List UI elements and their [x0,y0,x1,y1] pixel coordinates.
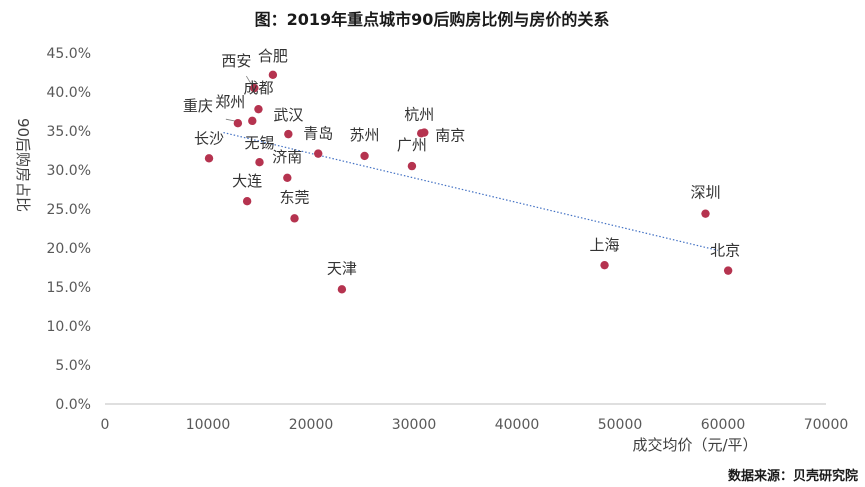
data-point [290,214,299,223]
x-tick-label: 50000 [598,417,643,433]
data-point [600,260,609,270]
y-axis-ticks: 0.0% 5.0% 10.0% 15.0% 20.0% 25.0% 30.0% 35.0% 40… [47,46,91,413]
data-point [420,128,429,137]
data-point [255,158,264,167]
y-tick-label: 35.0% [47,124,91,140]
x-tick-label: 10000 [186,417,231,433]
x-axis-ticks: 0 10000 20000 30000 40000 50000 60000 70000 [101,417,849,433]
data-label: 成都 [243,79,273,97]
data-point [233,119,243,128]
data-points [204,70,733,294]
x-tick-label: 20000 [289,417,334,433]
y-axis-label: 90后购房占比 [14,118,32,212]
y-tick-label: 45.0% [47,46,91,62]
data-point [268,70,278,80]
x-tick-label: 0 [101,417,110,433]
data-point [337,285,347,294]
data-point [284,129,293,139]
data-point [407,161,417,171]
y-tick-label: 0.0% [55,397,91,413]
data-point [204,154,214,163]
data-label: 长沙 [194,129,224,147]
label-leader-lines [225,75,253,122]
data-point [250,83,259,93]
y-tick-label: 20.0% [47,241,91,257]
data-label: 西安 [221,52,251,70]
data-label: 济南 [272,148,302,166]
trendline [223,131,718,251]
x-tick-label: 70000 [804,417,849,433]
y-tick-label: 10.0% [47,319,91,335]
chart-title: 图：2019年重点城市90后购房比例与房价的关系 [255,10,610,29]
x-tick-label: 40000 [495,417,540,433]
data-labels: 西安 合肥成都郑州重庆武汉长沙 无锡 青岛济南 苏州 杭州南京广州大连东莞天津 上海 深圳北京 [183,47,740,277]
data-point [360,151,369,161]
data-label: 郑州 [215,93,245,111]
leader-line [246,75,253,87]
data-point [283,173,292,182]
data-point [242,197,252,206]
data-label: 青岛 [303,125,333,143]
data-label: 北京 [710,242,740,260]
data-label: 深圳 [690,184,720,202]
data-label: 苏州 [350,126,380,144]
source-note: 数据来源：贝壳研究院 [728,468,858,484]
y-tick-label: 15.0% [47,280,91,296]
data-point [248,116,257,126]
data-label: 大连 [232,172,262,190]
data-label: 广州 [397,136,427,154]
x-tick-label: 60000 [701,417,746,433]
data-label: 武汉 [273,106,303,124]
leader-line [225,118,236,122]
data-label: 天津 [327,259,357,277]
data-point [723,266,733,275]
y-tick-label: 40.0% [47,85,91,101]
data-label: 杭州 [404,105,434,123]
y-tick-label: 25.0% [47,202,91,218]
data-label: 南京 [435,127,465,145]
data-label: 重庆 [183,97,213,115]
y-tick-label: 5.0% [55,358,91,374]
data-point [701,209,710,218]
data-point [254,104,263,114]
data-label: 无锡 [244,134,274,152]
data-point [314,149,323,158]
y-tick-label: 30.0% [47,163,91,179]
data-label: 合肥 [258,47,288,65]
x-tick-label: 30000 [392,417,437,433]
x-axis-label: 成交均价（元/平） [632,436,757,454]
data-label: 上海 [590,236,620,254]
data-label: 东莞 [280,188,310,206]
